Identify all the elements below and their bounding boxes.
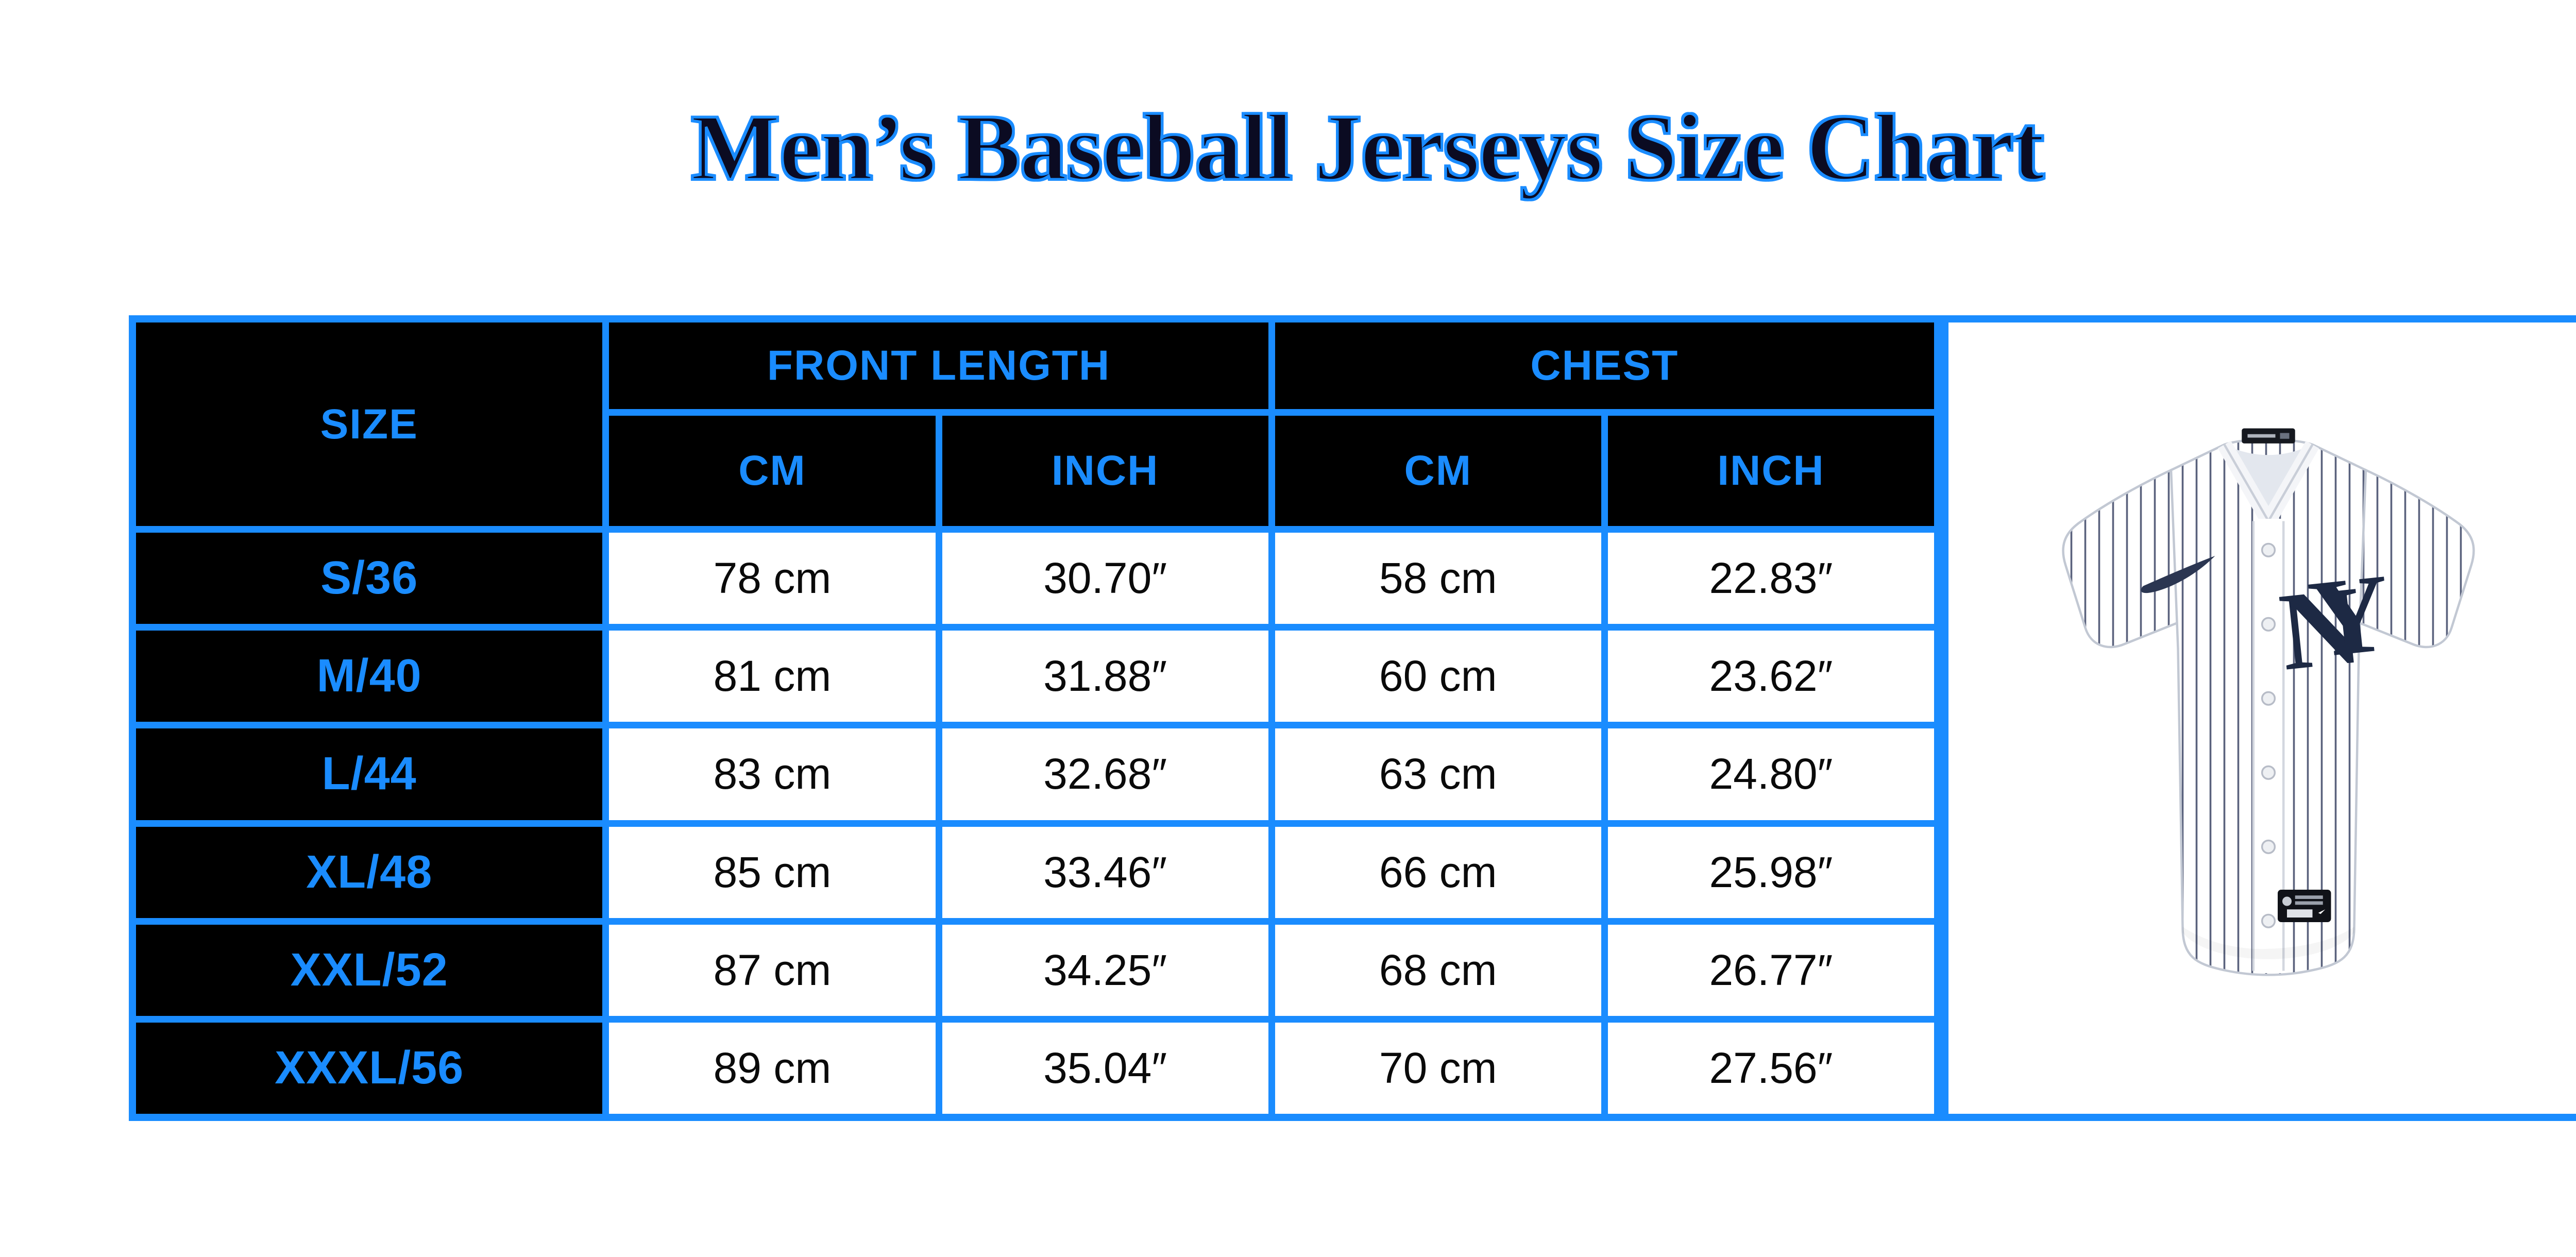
table-cell: 85 cm xyxy=(609,826,936,918)
ny-logo: N Y xyxy=(2274,551,2396,694)
table-cell: 25.98″ xyxy=(1607,826,1934,918)
col-group-front-length: FRONT LENGTH xyxy=(609,322,1268,409)
table-cell: 24.80″ xyxy=(1607,728,1934,820)
row-label-xl48: XL/48 xyxy=(136,826,603,918)
table-cell: 26.77″ xyxy=(1607,924,1934,1016)
collar-tag-logo xyxy=(2280,433,2290,439)
nike-swoosh-icon xyxy=(2141,556,2215,593)
hem-fold xyxy=(2182,927,2354,959)
jersey-sleeve-left xyxy=(2062,468,2196,649)
table-cell: 58 cm xyxy=(1275,533,1601,624)
jersey-panel: N Y xyxy=(1941,315,2576,1121)
svg-text:Y: Y xyxy=(2303,551,2396,682)
col-header-chest-cm: CM xyxy=(1275,416,1601,526)
row-label-xxl52: XXL/52 xyxy=(136,924,603,1016)
table-cell: 89 cm xyxy=(609,1022,936,1114)
row-label-m40: M/40 xyxy=(136,631,603,722)
table-cell: 63 cm xyxy=(1275,728,1601,820)
table-cell: 70 cm xyxy=(1275,1022,1601,1114)
table-cell: 68 cm xyxy=(1275,924,1601,1016)
col-group-chest: CHEST xyxy=(1275,322,1934,409)
table-cell: 66 cm xyxy=(1275,826,1601,918)
table-cell: 31.88″ xyxy=(942,631,1268,722)
table-cell: 33.46″ xyxy=(942,826,1268,918)
table-cell: 81 cm xyxy=(609,631,936,722)
page-title: Men’s Baseball Jerseys Size Chart xyxy=(689,94,2045,201)
row-label-xxxl56: XXXL/56 xyxy=(136,1022,603,1114)
col-header-size: SIZE xyxy=(136,322,603,526)
table-cell: 35.04″ xyxy=(942,1022,1268,1114)
col-header-front-cm: CM xyxy=(609,416,936,526)
svg-text:N: N xyxy=(2274,563,2367,694)
table-cell: 23.62″ xyxy=(1607,631,1934,722)
table-cell: 22.83″ xyxy=(1607,533,1934,624)
col-header-chest-inch: INCH xyxy=(1607,416,1934,526)
table-cell: 60 cm xyxy=(1275,631,1601,722)
table-cell: 34.25″ xyxy=(942,924,1268,1016)
col-header-front-inch: INCH xyxy=(942,416,1268,526)
jersey-buttons xyxy=(2261,542,2276,928)
jersey-sleeve-right xyxy=(2341,468,2475,649)
collar-tag-text xyxy=(2247,434,2276,438)
size-table: SIZE FRONT LENGTH CHEST CM INCH CM INCH … xyxy=(129,315,1941,1121)
table-cell: 32.68″ xyxy=(942,728,1268,820)
row-label-l44: L/44 xyxy=(136,728,603,820)
neck-shading xyxy=(2224,445,2313,521)
table-cell: 87 cm xyxy=(609,924,936,1016)
row-label-s36: S/36 xyxy=(136,533,603,624)
table-cell: 83 cm xyxy=(609,728,936,820)
table-cell: 30.70″ xyxy=(942,533,1268,624)
table-cell: 78 cm xyxy=(609,533,936,624)
jersey-image: N Y xyxy=(2062,428,2475,976)
table-cell: 27.56″ xyxy=(1607,1022,1934,1114)
jock-tag xyxy=(2278,890,2331,922)
